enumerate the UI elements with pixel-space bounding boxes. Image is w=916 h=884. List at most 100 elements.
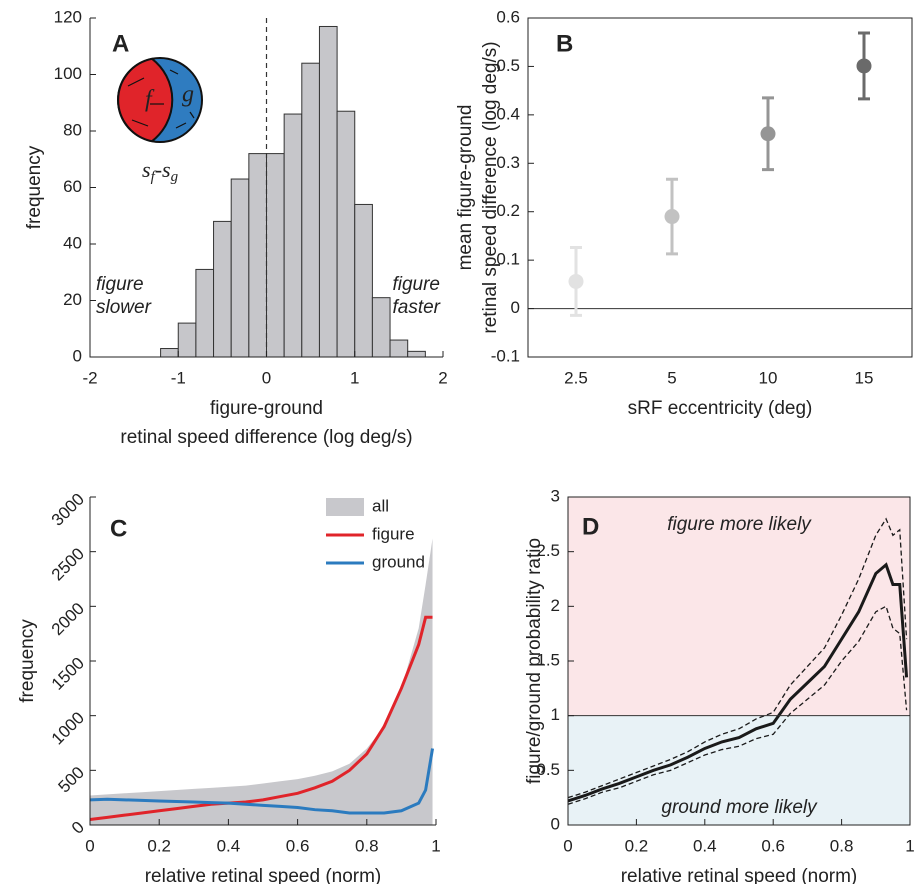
- bar: [336, 110, 356, 358]
- x-tick-label: 2.5: [564, 368, 588, 387]
- y-axis-label: frequency: [24, 145, 45, 229]
- bar: [371, 297, 391, 358]
- inset-arrow: [131, 119, 149, 127]
- legend-label: ground: [372, 552, 425, 571]
- annotation: figure: [392, 274, 440, 295]
- formula-part: g: [171, 169, 179, 185]
- y-tick-label: 3000: [48, 490, 88, 530]
- x-tick-label: 1: [905, 836, 914, 855]
- y-tick-label: 3: [551, 486, 560, 505]
- inset-arrow: [189, 111, 195, 119]
- formula-part: s: [142, 157, 151, 182]
- y-tick-label: 2500: [48, 544, 88, 584]
- x-tick-label: 15: [855, 368, 874, 387]
- x-tick-label: 0.2: [147, 836, 171, 855]
- y-tick-label: 0.6: [496, 7, 520, 26]
- panel-label: D: [582, 513, 599, 540]
- bar: [195, 268, 215, 358]
- annotation: figure more likely: [667, 514, 812, 535]
- x-tick-label: 1: [431, 836, 440, 855]
- line: [89, 748, 435, 815]
- inset-label: f: [145, 87, 155, 113]
- bar: [407, 350, 426, 358]
- bar: [301, 62, 320, 358]
- annotation: faster: [392, 297, 440, 318]
- x-tick-label: 0.4: [217, 836, 241, 855]
- y-tick-label: 0.5: [536, 760, 560, 779]
- y-axis-label: retinal speed difference (log deg/s): [480, 41, 501, 333]
- inset-label: g: [182, 82, 194, 108]
- x-tick-label: 10: [759, 368, 778, 387]
- inset-arrow: [127, 77, 145, 87]
- bar: [354, 203, 373, 358]
- point: [856, 58, 872, 74]
- x-tick-label: 5: [667, 368, 676, 387]
- y-tick-label: 1: [551, 705, 560, 724]
- y-tick-label: 0: [73, 346, 82, 365]
- annotation: slower: [96, 297, 152, 318]
- y-tick-label: 0: [511, 298, 520, 317]
- y-axis-label: frequency: [17, 619, 38, 703]
- y-tick-label: 100: [54, 64, 82, 83]
- y-tick-label: 0.2: [496, 201, 520, 220]
- region-above: [568, 497, 910, 716]
- y-tick-label: 500: [55, 763, 88, 796]
- region-below: [568, 715, 910, 825]
- y-tick-label: 2000: [48, 599, 88, 639]
- x-tick-label: -2: [82, 368, 97, 387]
- point: [664, 209, 680, 225]
- x-tick-label: 0: [563, 836, 572, 855]
- y-axis-label: figure/ground probability ratio: [524, 538, 545, 784]
- inset-arrow: [169, 69, 179, 75]
- y-tick-label: -0.1: [491, 346, 520, 365]
- panel-1: 2.5 5 10 15 -0.1 0 0.1 0.2 0.3 0.4 0.5 0.6 sRF eccen…: [455, 7, 913, 419]
- x-axis-label: relative retinal speed (norm): [145, 866, 382, 884]
- x-axis-label: figure-ground: [210, 398, 323, 419]
- bar: [266, 153, 285, 358]
- bar: [248, 153, 268, 358]
- formula-part: -s: [155, 157, 171, 182]
- formula-part: f: [151, 169, 157, 185]
- inset-arrow: [175, 122, 187, 129]
- y-tick-label: 2.5: [536, 541, 560, 560]
- panel-label: A: [112, 30, 129, 57]
- inset-figure: [117, 57, 174, 143]
- annotation: ground more likely: [661, 797, 818, 818]
- legend-label: figure: [372, 524, 415, 543]
- line: [89, 615, 433, 822]
- panel-2: all figure ground 0 500 1000 1500 2000 2500 3000 0…: [17, 490, 441, 884]
- legend-swatch: [326, 498, 364, 516]
- legend-label: all: [372, 496, 389, 515]
- bound-line: [567, 605, 908, 805]
- annotation: figure: [96, 274, 144, 295]
- y-tick-label: 60: [63, 177, 82, 196]
- x-tick-label: 0.2: [625, 836, 649, 855]
- y-tick-label: 1500: [48, 654, 88, 694]
- y-tick-label: 0.4: [496, 104, 520, 123]
- panel-label: C: [110, 515, 127, 542]
- panel-0: 0 20 40 60 80 100 120 -2 -1 0 1 2 figure-ground retin…: [24, 7, 448, 448]
- point: [568, 273, 584, 289]
- y-tick-label: 0.1: [496, 250, 520, 269]
- x-tick-label: 1: [350, 368, 359, 387]
- x-axis-label: sRF eccentricity (deg): [628, 398, 813, 419]
- y-tick-label: 20: [63, 290, 82, 309]
- x-tick-label: 0.6: [286, 836, 310, 855]
- y-tick-label: 0.3: [496, 153, 520, 172]
- y-tick-label: 1.5: [536, 650, 560, 669]
- y-axis-label: mean figure-ground: [455, 105, 476, 271]
- x-tick-label: 0.4: [693, 836, 717, 855]
- y-tick-label: 0: [68, 818, 88, 838]
- bar: [213, 220, 232, 358]
- x-tick-label: 2: [438, 368, 447, 387]
- bound-line: [567, 517, 908, 799]
- x-tick-label: 0.6: [761, 836, 785, 855]
- bar: [177, 322, 197, 358]
- point: [760, 126, 776, 142]
- y-tick-label: 1000: [48, 708, 88, 748]
- panel-3: 0 0.5 1 1.5 2 2.5 3 0 0.2 0.4 0.6 0.8 1 relative reti…: [524, 486, 915, 884]
- x-tick-label: 0.8: [355, 836, 379, 855]
- inset: f gsf-sg: [117, 57, 203, 185]
- panel-label: B: [556, 30, 573, 57]
